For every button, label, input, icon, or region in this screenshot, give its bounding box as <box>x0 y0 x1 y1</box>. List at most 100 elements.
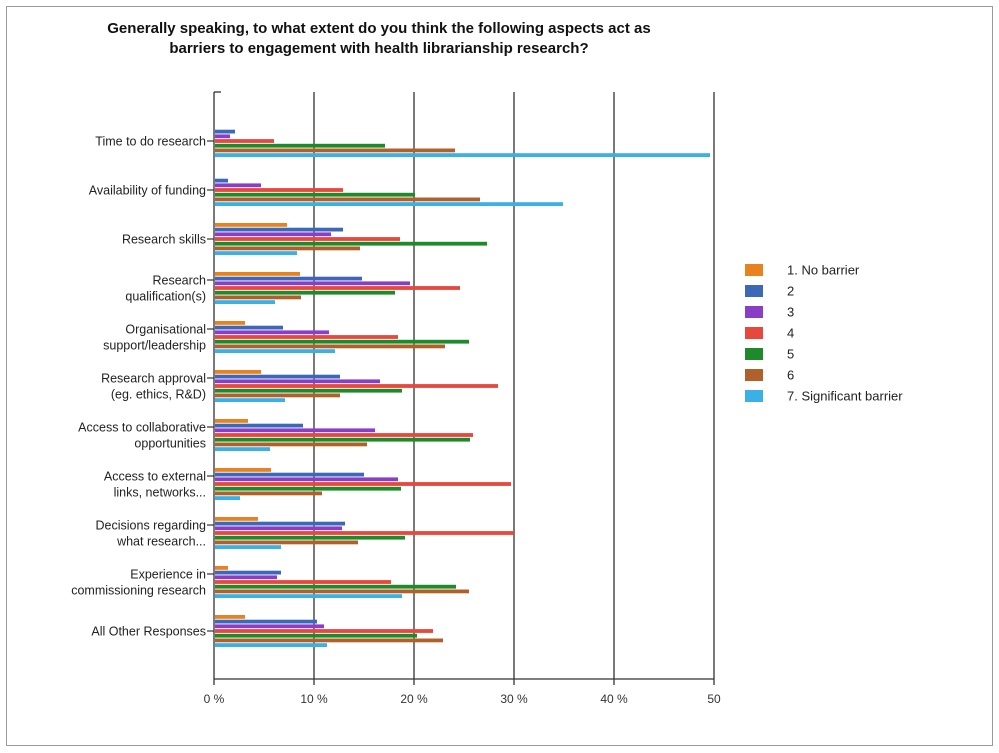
bar-9-1 <box>215 570 281 575</box>
bar-3-4 <box>215 290 395 295</box>
bar-8-0 <box>215 517 258 521</box>
bar-3-3 <box>215 286 460 290</box>
category-label-9-1: commissioning research <box>71 584 206 598</box>
bar-2-2 <box>215 232 331 237</box>
bar-2-1 <box>215 227 343 232</box>
category-label-9-0: Experience in <box>130 568 206 582</box>
category-label-5-0: Research approval <box>101 372 206 386</box>
bar-0-3 <box>215 139 274 143</box>
bar-7-4 <box>215 486 401 491</box>
legend-label-2: 3 <box>787 305 794 320</box>
legend-swatch-4 <box>745 348 763 360</box>
bar-6-6 <box>215 447 270 451</box>
x-tick-labels: 0 % 10 % 20 % 30 % 40 % 50 <box>204 692 721 706</box>
bar-10-3 <box>215 629 433 633</box>
bar-9-3 <box>215 580 391 584</box>
legend-label-5: 6 <box>787 368 794 383</box>
bar-10-4 <box>215 633 417 638</box>
bar-10-6 <box>215 643 327 647</box>
legend-label-3: 4 <box>787 326 794 341</box>
bar-0-5 <box>215 148 455 153</box>
bar-5-3 <box>215 384 498 388</box>
bar-9-0 <box>215 566 228 570</box>
chart-title-line-0: Generally speaking, to what extent do yo… <box>107 20 650 37</box>
x-tick-label-20: 20 % <box>400 692 428 706</box>
bar-6-5 <box>215 442 367 447</box>
bar-2-3 <box>215 237 400 241</box>
bar-1-1 <box>215 178 228 183</box>
bar-6-0 <box>215 419 248 423</box>
bars <box>215 129 710 647</box>
bar-5-5 <box>215 393 340 398</box>
bar-0-4 <box>215 143 385 148</box>
legend-swatch-0 <box>745 264 763 276</box>
chart-title: Generally speaking, to what extent do yo… <box>107 20 650 57</box>
bar-8-6 <box>215 545 281 549</box>
category-label-10-0: All Other Responses <box>91 625 206 639</box>
x-tick-label-10: 10 % <box>300 692 328 706</box>
bar-1-4 <box>215 192 415 197</box>
legend-label-0: 1. No barrier <box>787 263 860 278</box>
category-label-4-1: support/leadership <box>103 339 206 353</box>
bar-7-6 <box>215 496 240 500</box>
bar-2-0 <box>215 223 287 227</box>
bar-9-2 <box>215 575 277 580</box>
bar-5-1 <box>215 374 340 379</box>
category-label-7-1: links, networks... <box>114 486 206 500</box>
chart-frame: Generally speaking, to what extent do yo… <box>6 6 993 746</box>
bar-6-1 <box>215 423 303 428</box>
category-label-0-0: Time to do research <box>95 135 206 149</box>
bar-2-4 <box>215 241 487 246</box>
bar-10-1 <box>215 619 317 624</box>
bar-4-4 <box>215 339 469 344</box>
bar-9-5 <box>215 589 469 594</box>
bar-5-0 <box>215 370 261 374</box>
bar-8-5 <box>215 540 358 545</box>
category-label-6-1: opportunities <box>134 437 206 451</box>
legend: 1. No barrier 2 3 4 5 6 7. Significant barrier <box>745 263 903 404</box>
bar-4-3 <box>215 335 398 339</box>
bar-3-1 <box>215 276 362 281</box>
bar-3-0 <box>215 272 300 276</box>
bar-8-2 <box>215 526 342 531</box>
legend-swatch-1 <box>745 285 763 297</box>
bar-8-1 <box>215 521 345 526</box>
category-label-8-1: what research... <box>116 535 206 549</box>
bar-7-0 <box>215 468 271 472</box>
bar-5-4 <box>215 388 402 393</box>
bar-4-0 <box>215 321 245 325</box>
bar-1-3 <box>215 188 343 192</box>
category-label-4-0: Organisational <box>125 323 206 337</box>
category-label-1-0: Availability of funding <box>89 184 206 198</box>
bar-6-4 <box>215 437 470 442</box>
x-tick-label-30: 30 % <box>500 692 528 706</box>
category-label-2-0: Research skills <box>122 233 206 247</box>
bar-1-6 <box>215 202 563 206</box>
x-tick-label-40: 40 % <box>600 692 628 706</box>
bar-4-6 <box>215 349 335 353</box>
bar-7-1 <box>215 472 364 477</box>
x-tick-label-50: 50 <box>707 692 721 706</box>
legend-label-4: 5 <box>787 347 794 362</box>
bar-9-6 <box>215 594 402 598</box>
category-label-7-0: Access to external <box>104 470 206 484</box>
bar-5-6 <box>215 398 285 402</box>
bar-9-4 <box>215 584 456 589</box>
x-tick-label-0: 0 % <box>204 692 225 706</box>
bar-3-6 <box>215 300 275 304</box>
legend-swatch-5 <box>745 369 763 381</box>
bar-6-3 <box>215 433 473 437</box>
bar-5-2 <box>215 379 380 384</box>
bar-7-3 <box>215 482 511 486</box>
chart-title-line-1: barriers to engagement with health libra… <box>169 40 588 57</box>
category-label-3-0: Research <box>153 274 207 288</box>
category-label-8-0: Decisions regarding <box>96 519 207 533</box>
bar-1-5 <box>215 197 480 202</box>
legend-label-6: 7. Significant barrier <box>787 389 903 404</box>
legend-swatch-2 <box>745 306 763 318</box>
bar-8-3 <box>215 531 514 535</box>
bar-6-2 <box>215 428 375 433</box>
bar-1-2 <box>215 183 261 188</box>
category-label-3-1: qualification(s) <box>125 290 206 304</box>
bar-4-1 <box>215 325 283 330</box>
